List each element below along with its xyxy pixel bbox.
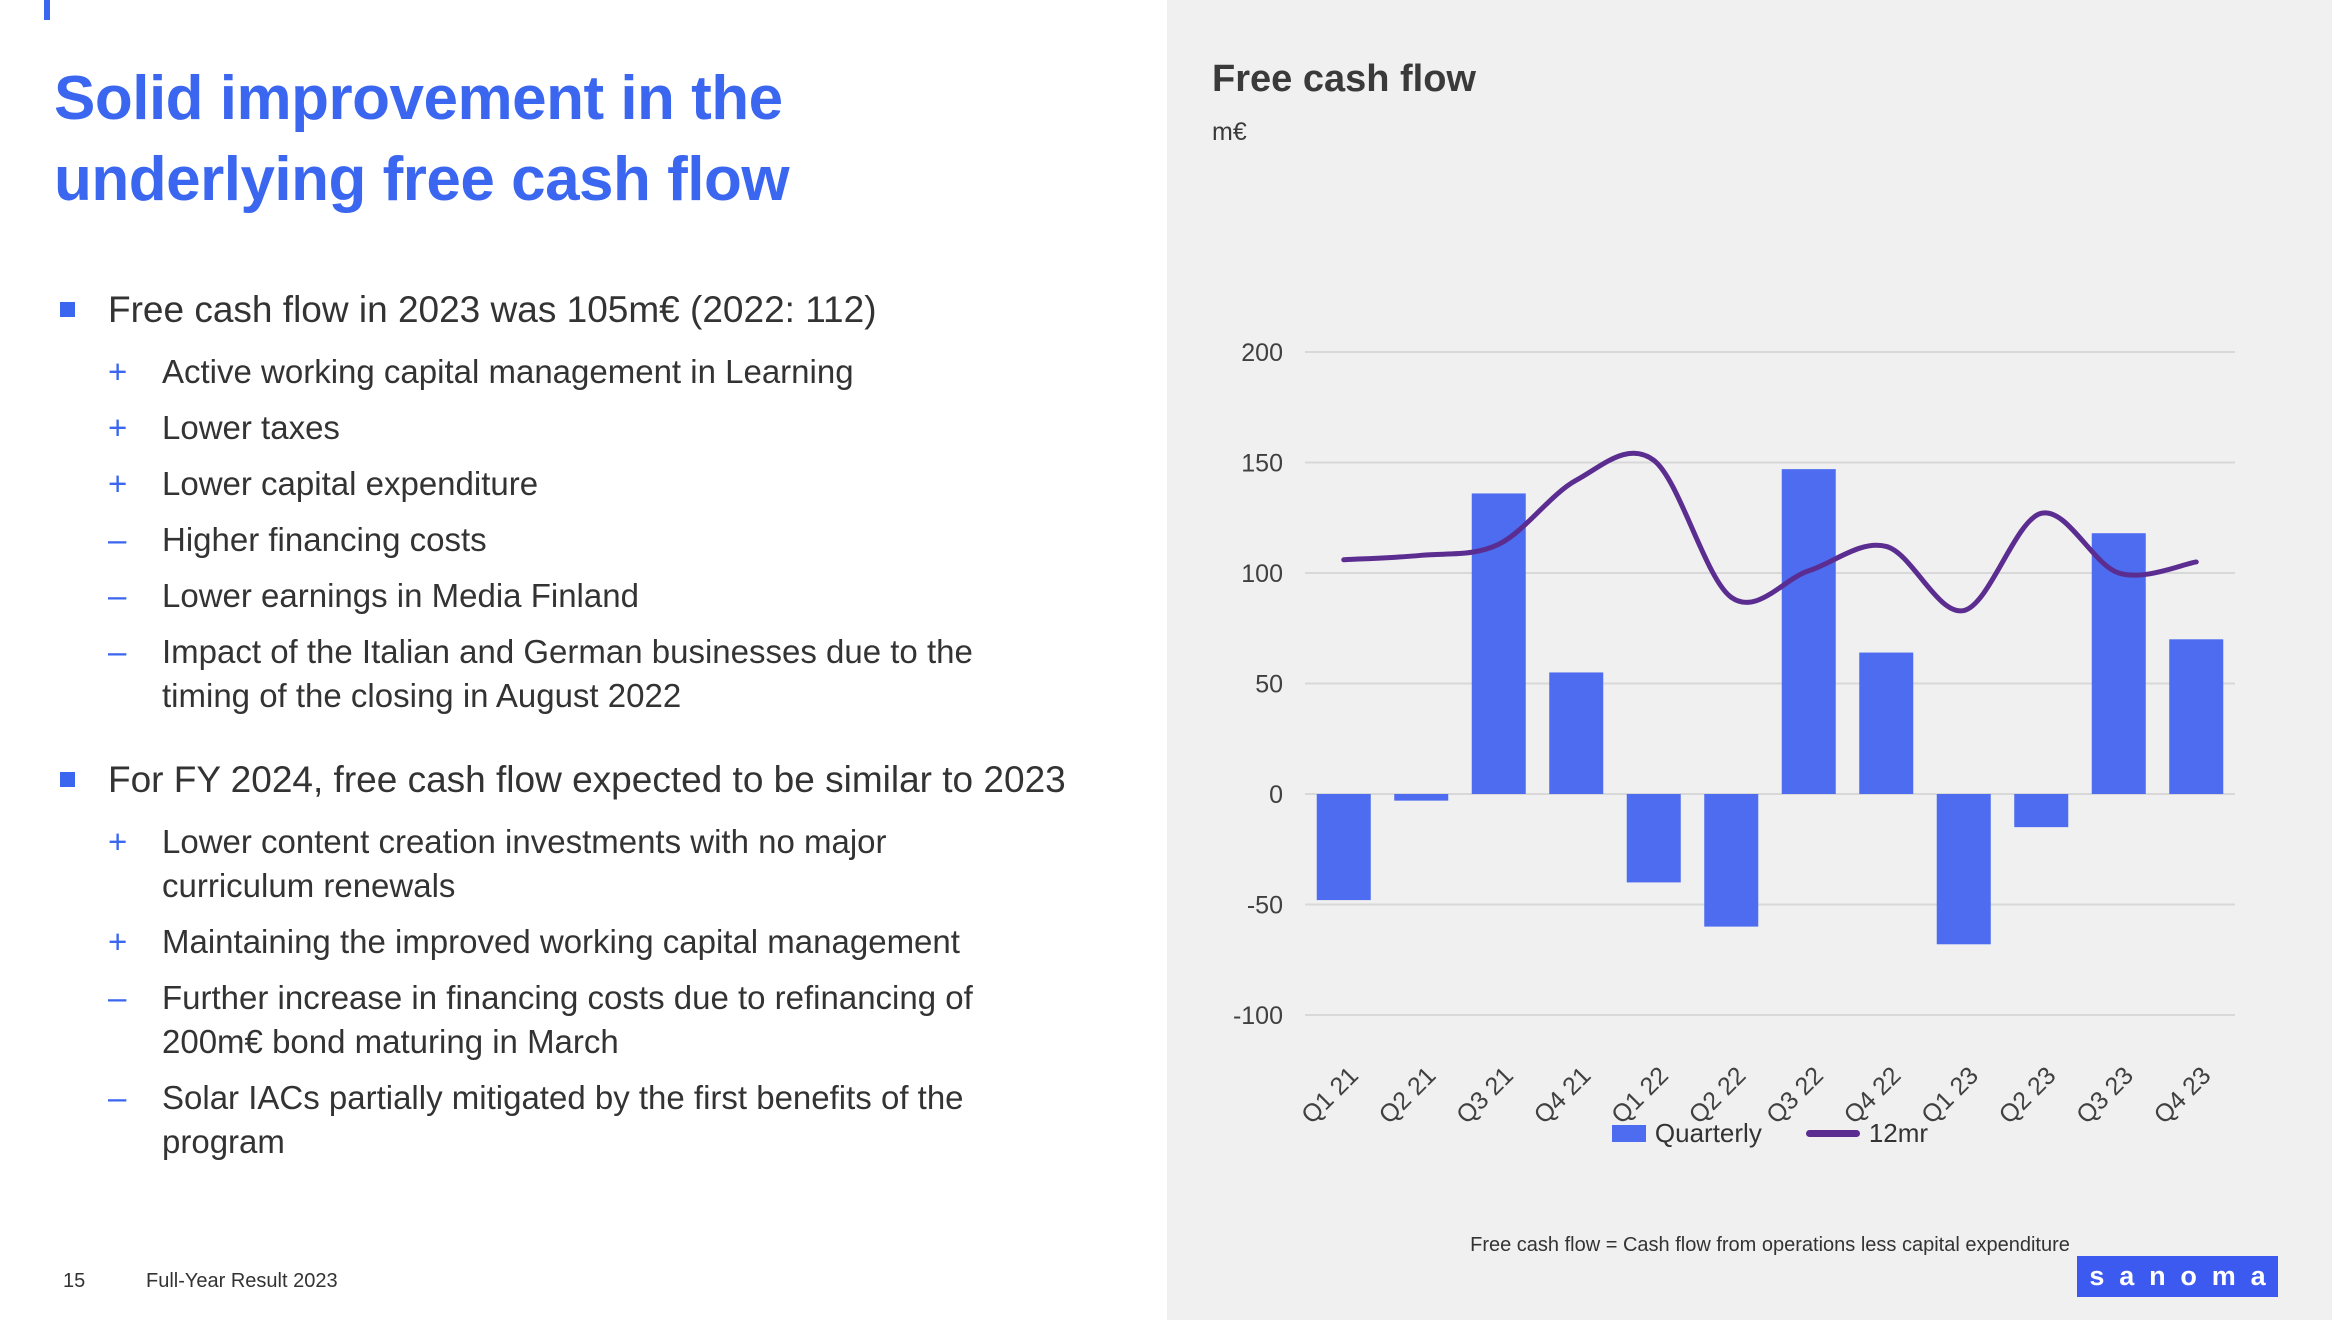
bar-q2-22 <box>1704 794 1759 927</box>
legend-label-quarterly: Quarterly <box>1654 1118 1762 1148</box>
sub-bullet-sign: + <box>108 409 128 446</box>
left-column: Solid improvement in the underlying free… <box>54 64 1167 1164</box>
bar-q4-22 <box>1859 652 1914 794</box>
sub-bullet-item: – Further increase in financing costs due… <box>108 976 1167 1064</box>
chart-footnote: Free cash flow = Cash flow from operatio… <box>1470 1234 2070 1256</box>
sub-bullet-sign: – <box>108 979 127 1016</box>
bar-q3-22 <box>1781 469 1836 794</box>
bar-q2-21 <box>1394 794 1449 801</box>
bullet-text: For FY 2024, free cash flow expected to … <box>108 759 1066 800</box>
bar-q1-21 <box>1316 794 1371 901</box>
legend-label-12mr: 12mr <box>1868 1118 1929 1148</box>
sub-bullet-item: – Lower earnings in Media Finland <box>108 574 1167 618</box>
bar-q3-21 <box>1471 493 1526 794</box>
bullet-square-icon <box>60 772 75 787</box>
bullet-item: For FY 2024, free cash flow expected to … <box>54 756 1167 804</box>
sub-bullet-sign: – <box>108 577 127 614</box>
sub-bullet-text: Higher financing costs <box>162 521 487 558</box>
sub-bullet-item: + Lower capital expenditure <box>108 462 1167 506</box>
sub-bullet-item: + Lower taxes <box>108 406 1167 450</box>
sub-bullet-item: + Lower content creation investments with… <box>108 820 1167 908</box>
bar-q2-23 <box>2014 794 2069 828</box>
y-axis-label-200: 200 <box>1241 339 1283 367</box>
quarterly-bar-swatch-icon <box>1611 1125 1646 1142</box>
y-axis-label-50: 50 <box>1255 671 1283 699</box>
sub-bullet-item: – Impact of the Italian and German busine… <box>108 630 1167 718</box>
sub-bullet-sign: – <box>108 1079 127 1116</box>
sanoma-logo: sanoma <box>2077 1256 2278 1297</box>
legend-item-12mr: 12mr <box>1805 1118 1929 1149</box>
bar-q1-23 <box>1936 794 1991 945</box>
y-axis-label--50: -50 <box>1247 892 1283 920</box>
sub-bullet-text: Impact of the Italian and German busines… <box>162 633 973 714</box>
rolling-12mr-line <box>1341 450 2199 614</box>
bar-q1-22 <box>1626 794 1681 883</box>
sub-bullet-text: Lower taxes <box>162 409 340 446</box>
sub-bullet-item: – Higher financing costs <box>108 518 1167 562</box>
bullet-list: Free cash flow in 2023 was 105m€ (2022: … <box>54 286 1167 1164</box>
accent-tick <box>44 0 50 20</box>
chart-legend: Quarterly 12mr <box>1305 1118 2235 1149</box>
sub-bullet-text: Lower capital expenditure <box>162 465 539 502</box>
page-number: 15 <box>63 1270 86 1292</box>
chart-title: Free cash flow <box>1212 58 1476 100</box>
rolling-line-swatch-icon <box>1805 1130 1860 1137</box>
y-axis-label-150: 150 <box>1241 450 1283 478</box>
footer-text: Full-Year Result 2023 <box>146 1270 338 1292</box>
sub-bullet-sign: – <box>108 633 127 670</box>
sub-bullet-sign: + <box>108 465 128 502</box>
chart-panel: -100 -50 0 50 100 150 200 Q1 21 Q2 21 Q3 21 Q4 21 Q… <box>1167 0 2332 1320</box>
sub-bullet-item: – Solar IACs partially mitigated by the f… <box>108 1076 1167 1164</box>
sub-bullet-sign: + <box>108 823 128 860</box>
bullet-group: For FY 2024, free cash flow expected to … <box>54 756 1167 1164</box>
bullet-group: Free cash flow in 2023 was 105m€ (2022: … <box>54 286 1167 718</box>
bar-q4-21 <box>1549 672 1604 794</box>
legend-item-quarterly: Quarterly <box>1611 1118 1762 1149</box>
bullet-text: Free cash flow in 2023 was 105m€ (2022: … <box>108 289 877 330</box>
sub-bullet-text: Active working capital management in Lea… <box>162 353 854 390</box>
sub-bullet-sign: + <box>108 353 128 390</box>
y-axis-label-100: 100 <box>1241 560 1283 588</box>
sub-bullet-text: Maintaining the improved working capital… <box>162 923 960 960</box>
logo-text: sanoma <box>2089 1261 2281 1291</box>
sub-bullet-sign: – <box>108 521 127 558</box>
bullet-square-icon <box>60 302 75 317</box>
sub-bullet-item: + Maintaining the improved working capita… <box>108 920 1167 964</box>
bullet-item: Free cash flow in 2023 was 105m€ (2022: … <box>54 286 1167 334</box>
sub-bullet-text: Further increase in financing costs due … <box>162 979 973 1060</box>
sub-bullet-sign: + <box>108 923 128 960</box>
slide-title: Solid improvement in the underlying free… <box>54 64 790 214</box>
sub-bullet-text: Lower earnings in Media Finland <box>162 577 639 614</box>
y-axis-label-0: 0 <box>1269 781 1283 809</box>
sub-bullet-text: Lower content creation investments with … <box>162 823 887 904</box>
bar-q4-23 <box>2169 639 2224 794</box>
slide-footer: 15 Full-Year Result 2023 <box>63 1270 338 1293</box>
chart-unit-label: m€ <box>1212 118 1247 146</box>
sub-bullet-item: + Active working capital management in Le… <box>108 350 1167 394</box>
y-axis-label--100: -100 <box>1233 1002 1283 1030</box>
sub-bullet-text: Solar IACs partially mitigated by the fi… <box>162 1079 964 1160</box>
